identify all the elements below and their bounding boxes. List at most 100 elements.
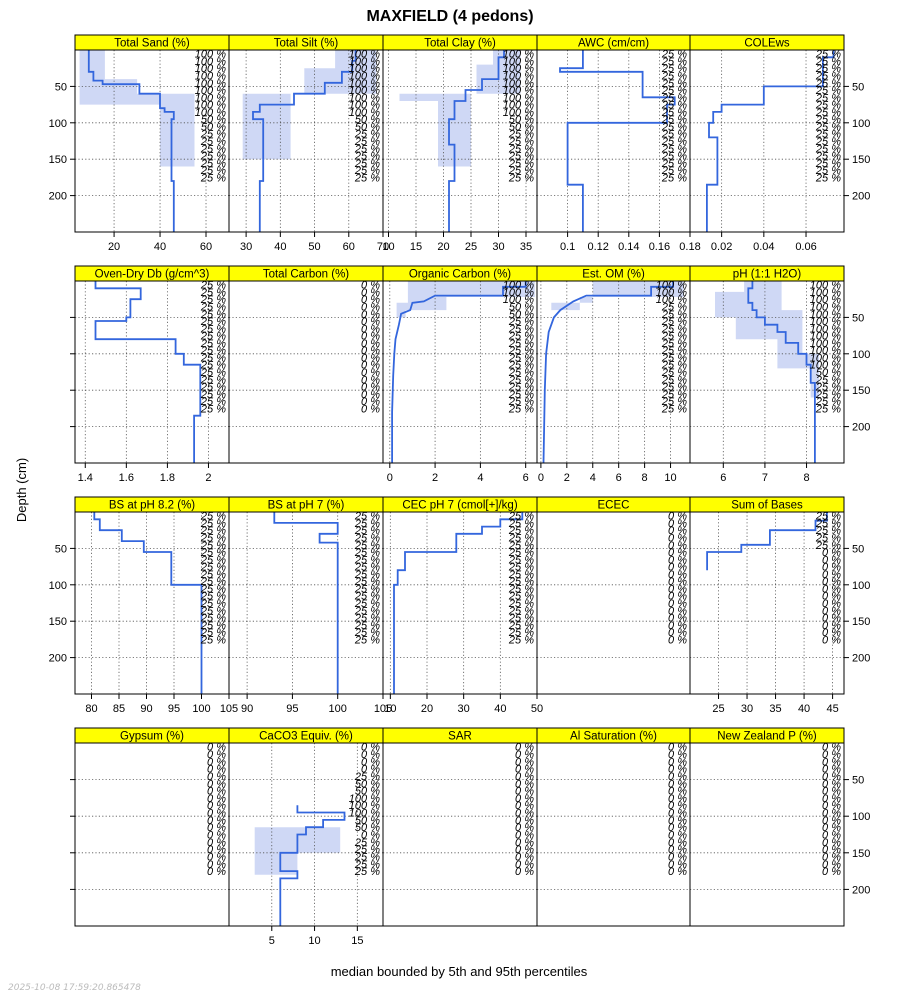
- percent-label: 25 %: [354, 627, 380, 639]
- percentile-band: [79, 50, 195, 167]
- percent-label: 0 %: [822, 613, 841, 625]
- percent-label: 100 %: [810, 360, 841, 372]
- percent-label: 25 %: [200, 165, 226, 177]
- percent-label: 0 %: [515, 851, 534, 863]
- percent-label: 0 %: [361, 287, 380, 299]
- percent-label: 0 %: [515, 764, 534, 776]
- percent-label: 25 %: [661, 100, 687, 112]
- percent-label: 25 %: [815, 540, 841, 552]
- percent-label: 0 %: [515, 742, 534, 754]
- x-tick-label: 0.1: [560, 241, 575, 253]
- percent-label: 25 %: [508, 540, 534, 552]
- depth-tick-label: 200: [49, 653, 67, 665]
- panel-title: pH (1:1 H2O): [733, 269, 802, 281]
- percent-label: 25 %: [815, 63, 841, 75]
- x-tick-label: 30: [492, 241, 504, 253]
- percent-label: 25 %: [200, 382, 226, 394]
- panel-title: Organic Carbon (%): [409, 269, 511, 281]
- percent-label: 25 %: [354, 866, 380, 878]
- percent-label: 0 %: [515, 786, 534, 798]
- percent-label: 25 %: [508, 382, 534, 394]
- percent-label: 0 %: [361, 403, 380, 415]
- depth-tick-label: 100: [852, 811, 870, 823]
- percent-label: 25 %: [815, 525, 841, 537]
- percent-label: 0 %: [822, 547, 841, 559]
- x-tick-label: 40: [274, 241, 286, 253]
- panel-title: Sum of Bases: [731, 500, 803, 512]
- percent-label: 25 %: [661, 85, 687, 97]
- percent-label: 0 %: [822, 591, 841, 603]
- percent-label: 25 %: [508, 143, 534, 155]
- percent-label: 25 %: [200, 143, 226, 155]
- x-tick-label: 6: [720, 472, 726, 484]
- x-tick-label: 40: [798, 703, 810, 715]
- x-tick-label: 80: [85, 703, 97, 715]
- x-tick-label: 4: [477, 472, 483, 484]
- percent-label: 25 %: [354, 613, 380, 625]
- percent-label: 100 %: [656, 294, 687, 306]
- x-tick-label: 30: [458, 703, 470, 715]
- x-tick-label: 25: [712, 703, 724, 715]
- percent-label: 25 %: [815, 92, 841, 104]
- percent-label: 25 %: [354, 844, 380, 856]
- percent-label: 0 %: [822, 778, 841, 790]
- panel: BS at pH 7 (%)25 %25 %25 %25 %25 %25 %25…: [228, 496, 392, 715]
- x-tick-label: 2: [564, 472, 570, 484]
- x-tick-label: 35: [769, 703, 781, 715]
- percent-label: 0 %: [361, 389, 380, 401]
- panel-title: ECEC: [598, 500, 630, 512]
- panel-plot-area: [229, 512, 383, 694]
- percent-label: 0 %: [668, 764, 687, 776]
- panel-frame: [74, 742, 230, 927]
- percent-label: 25 %: [354, 837, 380, 849]
- depth-tick-label: 100: [49, 118, 67, 130]
- percent-label: 25 %: [200, 554, 226, 566]
- percent-label: 0 %: [207, 764, 226, 776]
- percent-label: 100 %: [195, 56, 226, 68]
- percent-label: 25 %: [661, 301, 687, 313]
- percent-label: 25 %: [815, 518, 841, 530]
- x-tick-label: 50: [531, 703, 543, 715]
- percent-label: 100 %: [503, 56, 534, 68]
- x-tick-label: 20: [437, 241, 449, 253]
- percent-label: 0 %: [822, 859, 841, 871]
- percent-label: 100 %: [810, 338, 841, 350]
- percent-label: 100 %: [503, 70, 534, 82]
- percent-label: 50 %: [201, 114, 226, 126]
- x-tick-label: 95: [168, 703, 180, 715]
- percent-label: 25 %: [200, 151, 226, 163]
- percent-label: 0 %: [668, 851, 687, 863]
- x-tick-label: 10: [308, 935, 320, 947]
- percent-label: 0 %: [668, 742, 687, 754]
- depth-tick-label: 200: [49, 191, 67, 203]
- depth-tick-label: 100: [852, 349, 870, 361]
- percent-label: 0 %: [822, 749, 841, 761]
- percent-label: 50 %: [355, 121, 380, 133]
- percent-label: 50 %: [355, 778, 380, 790]
- percent-label: 100 %: [349, 70, 380, 82]
- percent-label: 25 %: [200, 576, 226, 588]
- percent-label: 25 %: [815, 532, 841, 544]
- percent-label: 25 %: [661, 367, 687, 379]
- percent-label: 100 %: [195, 85, 226, 97]
- percent-label: 0 %: [668, 815, 687, 827]
- percent-label: 0 %: [668, 800, 687, 812]
- percent-label: 0 %: [668, 591, 687, 603]
- panel-plot-area: [383, 779, 537, 890]
- x-tick-label: 0.14: [618, 241, 639, 253]
- percentile-band: [396, 281, 535, 318]
- percent-label: 0 %: [361, 294, 380, 306]
- percent-label: 25 %: [508, 547, 534, 559]
- percent-label: 0 %: [515, 756, 534, 768]
- panel-plot-area: [75, 281, 229, 463]
- percent-label: 100 %: [349, 78, 380, 90]
- depth-tick-label: 200: [852, 422, 870, 434]
- percent-label: 0 %: [668, 525, 687, 537]
- percent-label: 100 %: [810, 280, 841, 292]
- percent-label: 25 %: [354, 598, 380, 610]
- x-tick-label: 0: [387, 472, 393, 484]
- panel-title: BS at pH 7 (%): [268, 500, 345, 512]
- percent-label: 100 %: [810, 331, 841, 343]
- percent-label: 0 %: [668, 613, 687, 625]
- panel-plot-area: [75, 512, 229, 694]
